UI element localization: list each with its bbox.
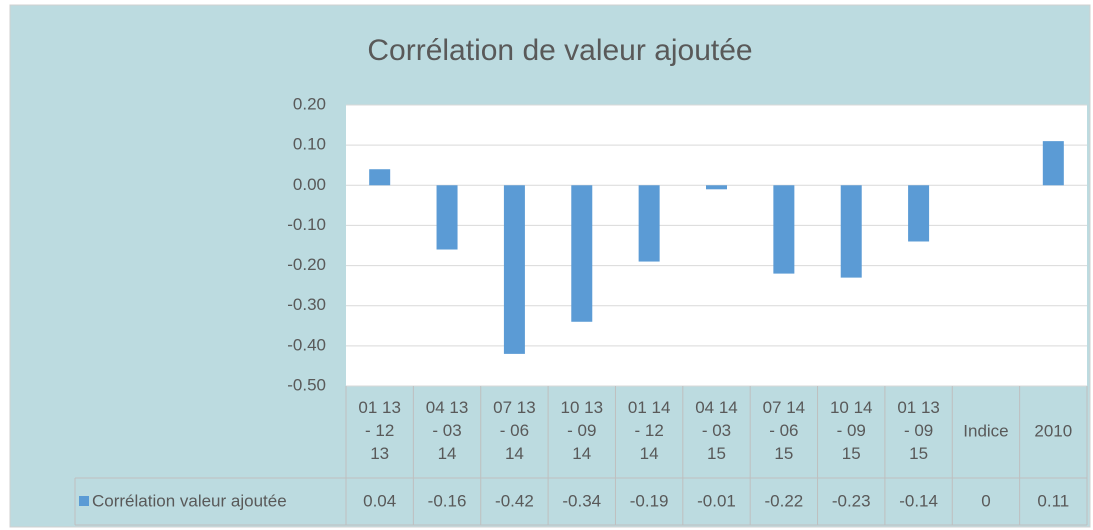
bar [638,185,660,262]
bar [706,185,727,190]
legend-swatch [79,496,89,506]
x-tick-label: 04 14- 03 15 [695,398,738,463]
bar [773,185,795,274]
data-table-value: 0 [981,491,990,510]
data-table-value: 0.11 [1037,491,1069,510]
y-tick-label: 0.00 [293,175,326,194]
bar [1042,141,1064,186]
data-table-value: -0.23 [832,491,871,510]
y-tick-label: -0.10 [287,215,326,234]
legend-label: Corrélation valeur ajoutée [92,491,287,510]
bar [369,169,391,186]
bar [840,185,862,278]
x-tick-label: Indice [963,421,1008,440]
bar [436,185,458,250]
x-tick-label: 01 13- 09 15 [897,398,940,463]
data-table-value: -0.16 [428,491,467,510]
x-tick-label: 10 13- 09 14 [560,398,603,463]
x-tick-label: 04 13- 03 14 [426,398,469,463]
x-tick-label: 07 13- 06 14 [493,398,536,463]
y-tick-label: -0.20 [287,255,326,274]
bar [908,185,930,242]
y-tick-label: -0.40 [287,335,326,354]
data-table-value: -0.19 [630,491,669,510]
data-table-value: -0.14 [899,491,938,510]
y-tick-label: -0.50 [287,375,326,394]
x-tick-label: 10 14- 09 15 [830,398,873,463]
x-tick-label: 07 14- 06 15 [763,398,806,463]
plot-area [346,105,1087,386]
chart-title: Corrélation de valeur ajoutée [367,34,752,67]
x-tick-label: 01 14- 12 14 [628,398,671,463]
data-table-value: -0.01 [697,491,736,510]
data-table-value: 0.04 [363,491,396,510]
data-table-value: -0.22 [764,491,803,510]
x-tick-label: 01 13- 12 13 [358,398,401,463]
data-table-value: -0.42 [495,491,534,510]
y-tick-label: -0.30 [287,295,326,314]
bar [571,185,593,322]
bar [503,185,525,354]
y-tick-label: 0.10 [293,135,326,154]
data-table-value: -0.34 [562,491,601,510]
y-tick-label: 0.20 [293,94,326,113]
x-tick-label: 2010 [1034,421,1072,440]
